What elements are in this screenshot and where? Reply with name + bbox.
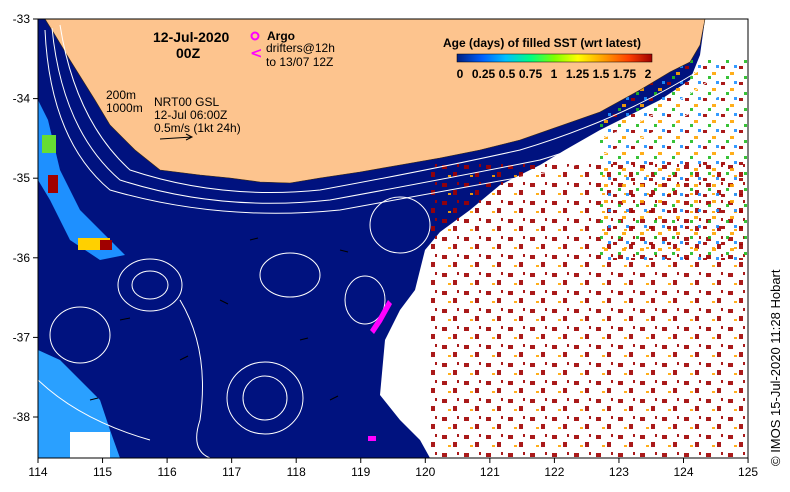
product-time: 12-Jul 06:00Z — [154, 108, 227, 122]
legend-tick-label: 2 — [645, 67, 652, 81]
drifters-line1: drifters@12h — [266, 41, 335, 55]
x-tick-label: 119 — [351, 465, 370, 479]
white-patch-southwest — [70, 432, 110, 458]
legend-ticks: 0 0.25 0.5 0.75 1 1.25 1.5 1.75 2 — [457, 67, 652, 81]
product-name: NRT00 GSL — [154, 95, 219, 109]
drifters-line2: to 13/07 12Z — [266, 55, 333, 69]
x-tick-label: 114 — [28, 465, 47, 479]
argo-label: Argo — [267, 29, 295, 43]
y-tick-label: -37 — [13, 330, 31, 344]
argo-marker-icon — [250, 31, 260, 41]
x-tick-label: 118 — [287, 465, 306, 479]
legend-tick-label: 1.5 — [593, 67, 610, 81]
y-axis: -33 -34 -35 -36 -37 -38 — [13, 12, 38, 424]
drifter-arrow-icon: < — [250, 44, 263, 62]
age-patch-green — [42, 135, 56, 153]
contour-lines — [38, 24, 721, 458]
contour-label-200: 200m — [106, 88, 136, 102]
x-tick-label: 121 — [480, 465, 500, 479]
age-patch-red-2 — [100, 240, 112, 250]
contour-label-1000: 1000m — [106, 101, 143, 115]
x-axis: 114 115 116 117 118 119 120 121 122 123 124 125 — [28, 458, 758, 479]
y-tick-label: -35 — [13, 171, 31, 185]
legend-tick-label: 1.75 — [613, 67, 637, 81]
legend-tick-label: 1.25 — [566, 67, 590, 81]
legend-tick-label: 0.25 — [472, 67, 496, 81]
y-tick-label: -36 — [13, 251, 31, 265]
x-tick-label: 116 — [158, 465, 177, 479]
credit-text: © IMOS 15-Jul-2020 11:28 Hobart — [768, 269, 783, 466]
coastal-patch-southwest — [38, 350, 120, 458]
legend-tick-label: 1 — [551, 67, 558, 81]
legend-tick-label: 0.75 — [519, 67, 543, 81]
x-tick-label: 117 — [222, 465, 241, 479]
x-tick-label: 124 — [673, 465, 693, 479]
age-patch-red — [48, 175, 58, 193]
legend-tick-label: 0.5 — [499, 67, 516, 81]
argo-tracks — [368, 300, 392, 441]
scale-label: 0.5m/s (1kt 24h) — [154, 121, 241, 135]
current-vectors — [89, 237, 349, 401]
plot-frame — [37, 18, 749, 459]
scale-arrow-icon — [159, 133, 194, 141]
x-tick-label: 122 — [544, 465, 564, 479]
x-tick-label: 125 — [738, 465, 758, 479]
legend-colorbar — [456, 53, 653, 63]
y-tick-label: -34 — [13, 92, 31, 106]
x-tick-label: 115 — [93, 465, 112, 479]
y-tick-label: -38 — [13, 410, 31, 424]
map-date: 12-Jul-2020 — [153, 29, 229, 45]
legend-title: Age (days) of filled SST (wrt latest) — [443, 36, 641, 50]
map-hour: 00Z — [176, 45, 201, 61]
y-tick-label: -33 — [13, 12, 31, 26]
x-tick-label: 120 — [415, 465, 435, 479]
legend-tick-label: 0 — [457, 67, 464, 81]
x-tick-label: 123 — [609, 465, 629, 479]
